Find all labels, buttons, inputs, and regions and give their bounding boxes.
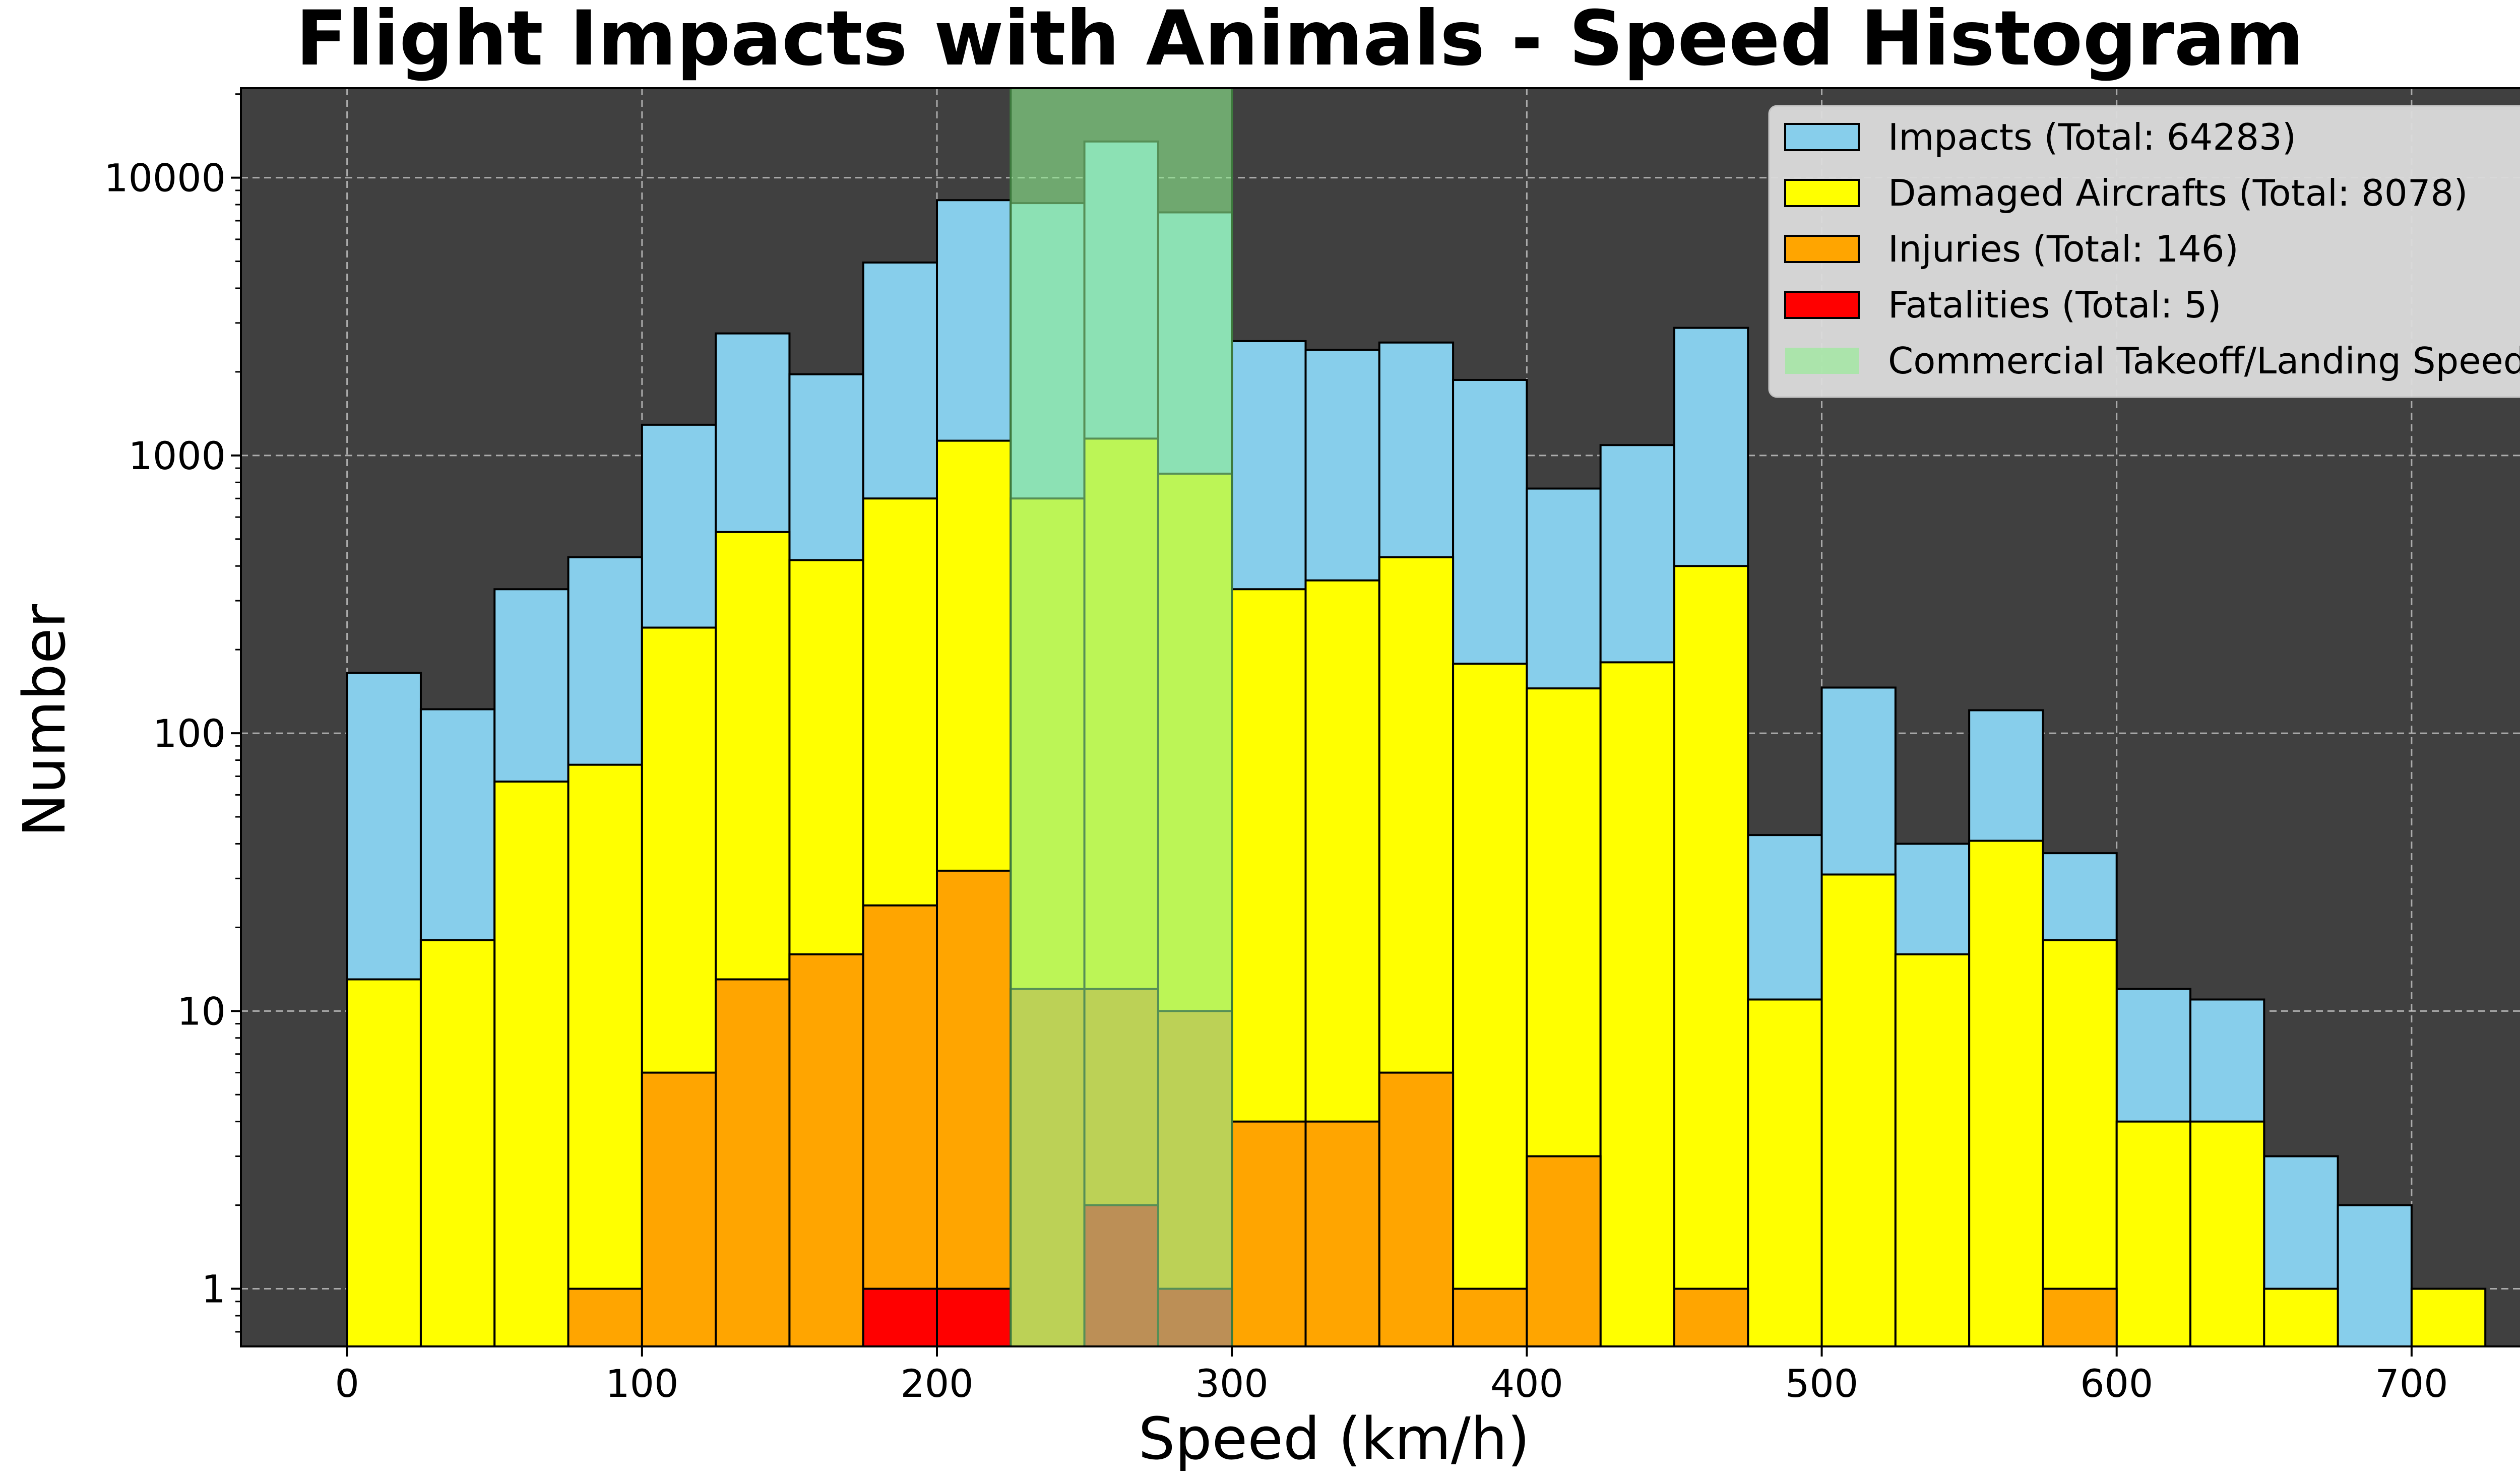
legend-swatch [1784,235,1860,263]
y-tick-label: 10 [177,989,226,1034]
bar-series-2 [567,763,643,1347]
x-tick-label: 100 [605,1361,678,1406]
legend-swatch [1784,179,1860,207]
legend-entry: Impacts (Total: 64283) [1888,116,2296,158]
x-axis-ticks: 0 100 200 300 400 500 600 700 [335,1346,2448,1406]
legend: Impacts (Total: 64283) Damaged Aircrafts … [1768,105,2520,398]
x-axis-label: Speed (km/h) [1138,1405,1530,1473]
bar-series-3 [936,869,1012,1348]
bar-series-3 [1231,1120,1307,1347]
y-axis-label: Number [11,604,79,837]
x-tick-label: 200 [900,1361,973,1406]
x-tick-label: 400 [1490,1361,1563,1406]
bar-series-3 [715,978,791,1347]
bar-series-2 [1894,953,1971,1347]
bar-series-4 [936,1287,1012,1348]
legend-swatch [1784,123,1860,151]
y-tick-label: 1000 [129,433,226,478]
bar-series-2 [2263,1287,2339,1348]
x-tick-label: 700 [2375,1361,2448,1406]
bar-series-2 [346,978,422,1347]
bar-series-3 [2042,1287,2118,1348]
legend-swatch [1785,348,1859,374]
bar-series-3 [1452,1287,1528,1348]
bar-series-2 [419,939,496,1347]
bar-series-3 [1378,1071,1455,1347]
legend-entry: Fatalities (Total: 5) [1888,284,2222,326]
bar-series-3 [862,904,938,1348]
bar-series-3 [1304,1120,1380,1347]
bar-series-2 [1968,840,2044,1347]
bar-series-1 [2337,1204,2413,1347]
bar-series-3 [788,953,864,1347]
x-tick-label: 500 [1785,1361,1858,1406]
bar-series-3 [567,1287,643,1348]
shaded-region [1010,87,1233,1347]
chart-title: Flight Impacts with Animals - Speed Hist… [296,0,2304,83]
x-tick-label: 600 [2080,1361,2153,1406]
bar-series-2 [2189,1120,2265,1347]
bar-series-3 [1526,1155,1602,1347]
legend-box [1768,105,2520,398]
bar-series-2 [2410,1287,2487,1348]
bar-series-2 [1820,873,1897,1348]
bar-series-3 [1673,1287,1749,1348]
y-tick-label: 1 [202,1267,226,1312]
y-tick-label: 10000 [104,156,226,201]
bar-series-2 [2042,939,2118,1347]
bar-series-2 [2115,1120,2192,1347]
legend-entry: Damaged Aircrafts (Total: 8078) [1888,172,2468,214]
bar-series-2 [1747,998,1823,1348]
bar-series-2 [1673,565,1749,1347]
bar-series-2 [493,780,570,1347]
bar-series-2 [1452,663,1528,1347]
legend-entry: Commercial Takeoff/Landing Speed [1888,340,2520,382]
bar-series-4 [862,1287,938,1348]
bar-series-2 [1599,661,1675,1347]
legend-entry: Injuries (Total: 146) [1888,228,2239,270]
commercial-speed-band [1010,87,1233,1347]
plot-frame [240,87,2520,1347]
y-axis-ticks: 1 10 100 1000 10000 [104,93,241,1333]
y-tick-label: 100 [153,711,226,756]
x-tick-label: 300 [1195,1361,1269,1406]
legend-swatch [1784,291,1860,319]
x-tick-label: 0 [335,1361,359,1406]
bar-series-3 [641,1071,717,1347]
